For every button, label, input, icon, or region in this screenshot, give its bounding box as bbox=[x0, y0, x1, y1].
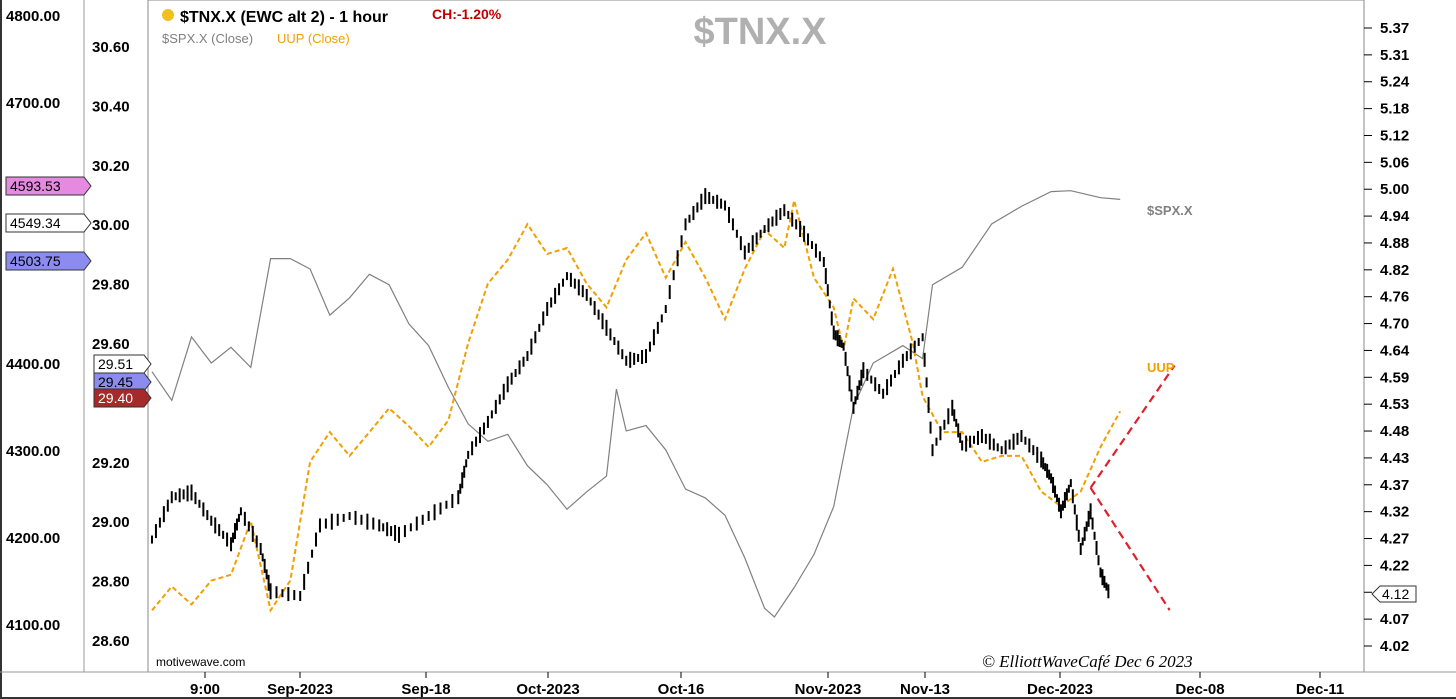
tnx-tick-label: 4.22 bbox=[1380, 557, 1409, 574]
spx-price-marker bbox=[5, 176, 92, 196]
uup-tick-label: 28.60 bbox=[92, 633, 130, 650]
left-axis-uup: 30.60 30.40 30.20 30.00 29.80 29.60 29.20 29.00… bbox=[92, 39, 130, 650]
uup-tick-label: 29.00 bbox=[92, 514, 130, 531]
uup-tick-label: 30.20 bbox=[92, 158, 130, 175]
spx-series-label: $SPX.X bbox=[1147, 203, 1193, 218]
uup-price-marker-label: 29.51 bbox=[98, 356, 133, 372]
uup-price-marker-label: 29.45 bbox=[98, 374, 133, 390]
legend-main: $TNX.X (EWC alt 2) - 1 hour bbox=[180, 9, 388, 26]
spx-price-marker-label: 4549.34 bbox=[10, 215, 61, 231]
tnx-tick-label: 4.76 bbox=[1380, 289, 1409, 306]
tnx-tick-label: 4.07 bbox=[1380, 611, 1409, 628]
legend-uup: UUP (Close) bbox=[277, 31, 350, 46]
tnx-tick-label: 4.53 bbox=[1380, 396, 1409, 413]
spx-line bbox=[151, 190, 1121, 618]
uup-tick-label: 30.60 bbox=[92, 39, 130, 56]
legend-dot-icon bbox=[162, 9, 174, 21]
uup-tick-label: 29.20 bbox=[92, 455, 130, 472]
spx-tick-label: 4400.00 bbox=[6, 356, 60, 373]
tnx-tick-label: 5.31 bbox=[1380, 47, 1409, 64]
tnx-tick-label: 4.02 bbox=[1380, 638, 1409, 655]
spx-price-marker bbox=[5, 213, 92, 233]
tnx-tick-label: 4.88 bbox=[1380, 235, 1409, 252]
spx-tick-label: 4700.00 bbox=[6, 95, 60, 112]
tnx-tick-label: 5.12 bbox=[1380, 127, 1409, 144]
uup-price-marker-label: 29.40 bbox=[98, 390, 133, 406]
legend-change: CH:-1.20% bbox=[432, 6, 502, 22]
projection-down-line bbox=[1089, 487, 1171, 611]
x-tick-label: Sep-18 bbox=[401, 681, 450, 698]
tnx-tick-label: 4.70 bbox=[1380, 316, 1409, 333]
uup-line bbox=[151, 200, 1122, 613]
tnx-tick-label: 4.37 bbox=[1380, 477, 1409, 494]
tnx-last-value-label: 4.12 bbox=[1382, 586, 1409, 602]
tnx-tick-label: 4.48 bbox=[1380, 423, 1409, 440]
legend-spx: $SPX.X (Close) bbox=[162, 31, 253, 46]
tnx-tick-label: 4.94 bbox=[1380, 208, 1410, 225]
uup-tick-label: 29.80 bbox=[92, 277, 130, 294]
tnx-tick-label: 5.18 bbox=[1380, 101, 1409, 118]
tnx-tick-label: 4.27 bbox=[1380, 531, 1409, 548]
x-tick-label: Nov-13 bbox=[900, 681, 950, 698]
x-tick-label: Dec-2023 bbox=[1027, 681, 1093, 698]
uup-series-label: UUP bbox=[1147, 360, 1175, 375]
x-tick-label: Oct-2023 bbox=[516, 681, 579, 698]
tnx-tick-label: 5.00 bbox=[1380, 181, 1409, 198]
x-tick-label: Nov-2023 bbox=[795, 681, 862, 698]
x-tick-label: Dec-11 bbox=[1296, 681, 1344, 698]
uup-tick-label: 28.80 bbox=[92, 574, 130, 591]
big-title: $TNX.X bbox=[693, 11, 827, 53]
spx-tick-label: 4800.00 bbox=[6, 8, 60, 25]
tnx-tick-label: 4.59 bbox=[1380, 369, 1409, 386]
spx-tick-label: 4300.00 bbox=[6, 443, 60, 460]
tnx-last-value-marker bbox=[1371, 585, 1417, 603]
uup-price-marker bbox=[93, 388, 152, 408]
tnx-tick-label: 5.24 bbox=[1380, 74, 1410, 91]
spx-price-marker bbox=[5, 251, 92, 271]
signature: © ElliottWaveCafé Dec 6 2023 bbox=[982, 652, 1193, 671]
uup-price-marker bbox=[93, 354, 152, 374]
uup-price-marker bbox=[93, 372, 152, 392]
x-tick-label: 9:00 bbox=[190, 681, 220, 698]
x-axis: 9:00 Sep-2023 Sep-18 Oct-2023 Oct-16 Nov-2023… bbox=[190, 672, 1344, 698]
series-layer bbox=[151, 188, 1176, 618]
uup-tick-label: 30.40 bbox=[92, 98, 130, 115]
tnx-tick-label: 4.32 bbox=[1380, 504, 1409, 521]
x-tick-label: Oct-16 bbox=[658, 681, 705, 698]
right-axis-tnx: 5.37 5.31 5.24 5.18 5.12 5.06 5.00 4.94 4.88 4.82… bbox=[1364, 20, 1410, 655]
plot-area bbox=[147, 0, 1365, 673]
watermark: motivewave.com bbox=[156, 655, 245, 669]
tnx-tick-label: 4.43 bbox=[1380, 450, 1409, 467]
spx-tick-label: 4100.00 bbox=[6, 617, 60, 634]
x-tick-label: Dec-08 bbox=[1175, 681, 1224, 698]
projection-up-line bbox=[1089, 364, 1176, 489]
x-tick-label: Sep-2023 bbox=[267, 681, 333, 698]
tnx-tick-label: 5.06 bbox=[1380, 154, 1409, 171]
spx-price-marker-label: 4503.75 bbox=[10, 253, 61, 269]
tnx-tick-label: 4.82 bbox=[1380, 262, 1409, 279]
left-axis-spx: 4800.00 4700.00 4400.00 4300.00 4200.00 4100.… bbox=[6, 8, 60, 634]
tnx-tick-label: 4.64 bbox=[1380, 342, 1410, 359]
spx-tick-label: 4200.00 bbox=[6, 530, 60, 547]
uup-tick-label: 29.60 bbox=[92, 336, 130, 353]
tnx-tick-label: 5.37 bbox=[1380, 20, 1409, 37]
spx-price-marker-label: 4593.53 bbox=[10, 178, 61, 194]
uup-tick-label: 30.00 bbox=[92, 217, 130, 234]
